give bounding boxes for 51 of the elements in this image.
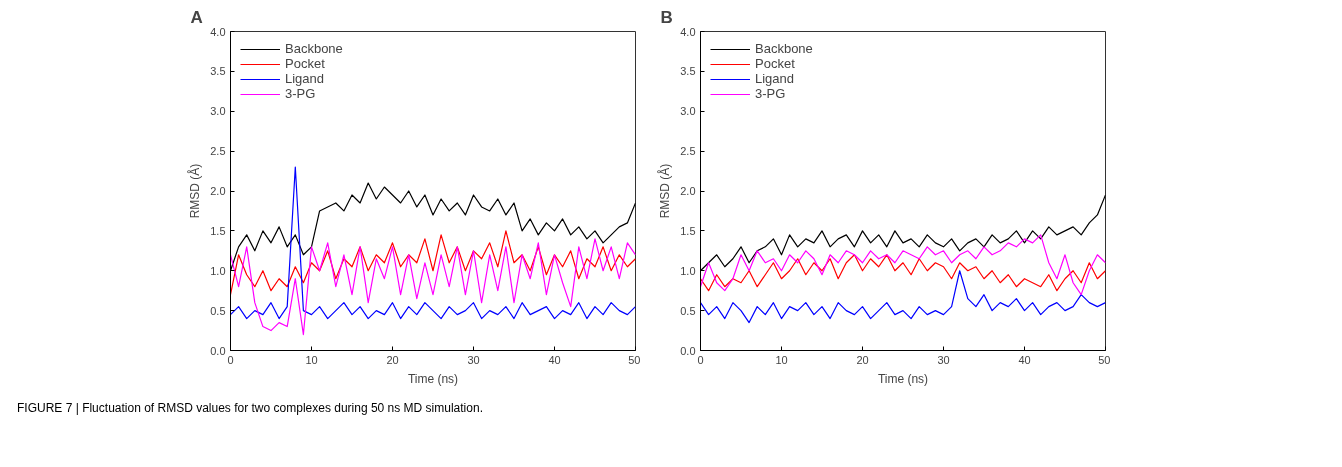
legend-label: Pocket xyxy=(755,56,795,71)
y-axis-title: RMSD (Å) xyxy=(657,163,673,219)
caption: FIGURE 7 | Fluctuation of RMSD values for two complexes during 50 ns MD simulation. xyxy=(17,400,483,417)
x-axis-title: Time (ns) xyxy=(877,371,929,386)
legend-label: Backbone xyxy=(285,41,343,56)
y-tick-label: 0.5 xyxy=(210,304,226,317)
legend-label: Ligand xyxy=(285,71,325,86)
y-tick-label: 2.5 xyxy=(680,145,696,158)
legend-label: 3-PG xyxy=(285,86,316,101)
line-series xyxy=(700,234,1106,296)
y-tick-label: 2.5 xyxy=(210,145,226,158)
x-tick-label: 50 xyxy=(1098,353,1111,366)
y-tick-label: 3.5 xyxy=(210,65,226,78)
x-tick-label: 40 xyxy=(548,353,561,366)
y-tick-label: 3.0 xyxy=(210,105,226,118)
y-tick-label: 4.0 xyxy=(210,25,226,38)
legend-label: 3-PG xyxy=(755,86,786,101)
x-tick-label: 30 xyxy=(937,353,950,366)
x-tick-label: 20 xyxy=(856,353,869,366)
line-series xyxy=(700,254,1106,292)
y-tick-label: 1.5 xyxy=(210,224,226,237)
legend-label: Pocket xyxy=(285,56,325,71)
line-series xyxy=(700,270,1106,324)
x-tick-label: 0 xyxy=(697,353,704,366)
x-tick-label: 30 xyxy=(467,353,480,366)
y-tick-label: 1.0 xyxy=(680,264,696,277)
line-series xyxy=(230,166,636,320)
x-tick-label: 40 xyxy=(1018,353,1031,366)
y-tick-label: 4.0 xyxy=(680,25,696,38)
y-tick-label: 1.0 xyxy=(210,264,226,277)
y-axis-title: RMSD (Å) xyxy=(187,163,203,219)
y-tick-label: 2.0 xyxy=(210,185,226,197)
x-tick-label: 10 xyxy=(305,353,318,366)
x-tick-label: 0 xyxy=(227,353,234,366)
legend-label: Backbone xyxy=(755,41,813,56)
legend-label: Ligand xyxy=(755,71,795,86)
chart-title: B xyxy=(660,7,673,27)
x-tick-label: 50 xyxy=(628,353,641,366)
y-tick-label: 3.5 xyxy=(680,65,696,78)
y-tick-label: 0.0 xyxy=(680,344,696,357)
x-tick-label: 10 xyxy=(775,353,788,366)
line-series xyxy=(230,238,636,336)
y-tick-label: 2.0 xyxy=(680,185,696,197)
y-tick-label: 3.0 xyxy=(680,105,696,118)
x-axis-title: Time (ns) xyxy=(407,371,459,386)
chart-title: A xyxy=(190,7,203,27)
line-series xyxy=(230,230,636,296)
x-tick-label: 20 xyxy=(386,353,399,366)
y-tick-label: 0.0 xyxy=(210,344,226,357)
y-tick-label: 1.5 xyxy=(680,224,696,237)
y-tick-label: 0.5 xyxy=(680,304,696,317)
